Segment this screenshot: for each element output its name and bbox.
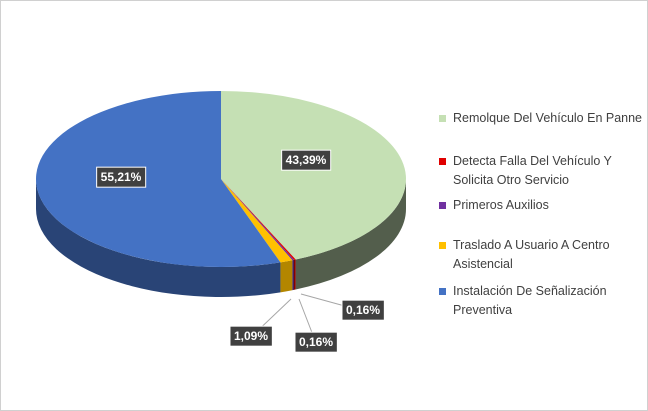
data-label: 0,16% [299, 335, 333, 349]
data-label-box [341, 299, 385, 321]
data-label: 43,39% [286, 153, 327, 167]
legend-item: Remolque Del Vehículo En Panne [439, 109, 644, 128]
legend-swatch [439, 242, 446, 249]
legend-item: Instalación De Señalización Preventiva [439, 282, 644, 320]
pie-slice [221, 179, 294, 261]
pie-side [295, 179, 406, 290]
pie-side [292, 259, 294, 291]
pie-side [293, 259, 296, 290]
data-label-box [96, 166, 147, 188]
data-label: 55,21% [101, 170, 142, 184]
legend-swatch [439, 115, 446, 122]
pie-slice [221, 91, 407, 260]
pie-side [36, 179, 281, 297]
data-label-box [281, 149, 332, 171]
pie-slice [221, 179, 293, 263]
pie-slice [221, 179, 296, 260]
legend-item: Traslado A Usuario A Centro Asistencial [439, 236, 644, 274]
legend-item: Detecta Falla Del Vehículo Y Solicita Ot… [439, 152, 644, 190]
legend-swatch [439, 158, 446, 165]
legend-label: Primeros Auxilios [453, 198, 549, 212]
pie-slice [36, 91, 281, 267]
legend-label: Remolque Del Vehículo En Panne [453, 111, 643, 125]
legend-swatch [439, 202, 446, 209]
legend-label: Traslado A Usuario A Centro Asistencial [453, 238, 610, 271]
data-label-box [229, 325, 273, 347]
pie-side [280, 260, 293, 293]
data-label: 0,16% [346, 303, 380, 317]
data-label-box [294, 331, 338, 353]
legend-item: Primeros Auxilios [439, 196, 644, 215]
legend-label: Instalación De Señalización Preventiva [453, 284, 607, 317]
data-label: 1,09% [234, 329, 268, 343]
legend-label: Detecta Falla Del Vehículo Y Solicita Ot… [453, 154, 612, 187]
legend-swatch [439, 288, 446, 295]
